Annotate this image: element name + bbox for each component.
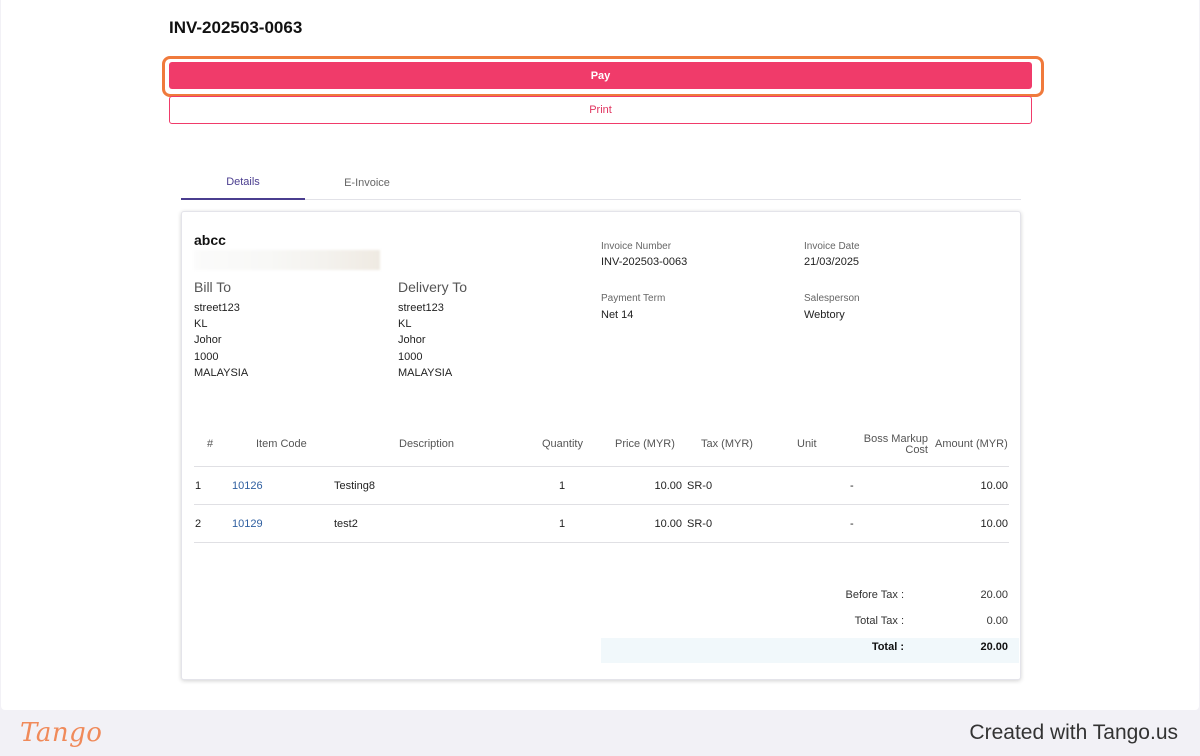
tango-logo: Tango (20, 718, 103, 748)
cell-num: 2 (195, 518, 202, 530)
total-value: 20.00 (980, 641, 1008, 653)
bill-to-line: street123 (194, 302, 240, 314)
salesperson-value: Webtory (804, 309, 845, 321)
salesperson-label: Salesperson (804, 293, 860, 304)
bill-to-line: 1000 (194, 351, 219, 363)
table-divider (194, 466, 1009, 467)
tab-bar: Details E-Invoice (181, 166, 1021, 200)
cell-unit: - (850, 480, 854, 492)
cell-description: test2 (334, 518, 358, 530)
cell-tax: SR-0 (687, 518, 713, 530)
company-name: abcc (194, 232, 226, 248)
before-tax-label: Before Tax : (845, 589, 905, 601)
invoice-card: abcc Bill To street123 KL Johor 1000 MAL… (181, 211, 1021, 680)
col-header-quantity: Quantity (542, 438, 583, 450)
col-header-boss-markup-line2: Cost (905, 444, 928, 456)
cell-price: 10.00 (654, 518, 682, 530)
col-header-boss-markup: Boss Markup Cost (842, 434, 928, 456)
cell-amount: 10.00 (980, 480, 1008, 492)
bill-to-heading: Bill To (194, 279, 232, 295)
click-highlight (162, 56, 1044, 97)
col-header-unit: Unit (797, 438, 817, 450)
invoice-date-label: Invoice Date (804, 241, 860, 252)
col-header-num: # (207, 438, 214, 450)
col-header-item-code: Item Code (256, 438, 307, 450)
table-divider (194, 542, 1009, 543)
cell-description: Testing8 (334, 480, 375, 492)
created-with-text: Created with Tango.us (969, 721, 1178, 744)
cell-price: 10.00 (654, 480, 682, 492)
cell-item-code-link[interactable]: 10126 (232, 480, 263, 492)
delivery-to-line: street123 (398, 302, 444, 314)
delivery-to-heading: Delivery To (398, 279, 467, 295)
table-divider (194, 504, 1009, 505)
col-header-description: Description (399, 438, 455, 450)
page: INV-202503-0063 Pay Print Details E-Invo… (0, 0, 1200, 710)
payment-term-value: Net 14 (601, 309, 634, 321)
redacted-area (194, 250, 380, 270)
cell-num: 1 (195, 480, 202, 492)
col-header-tax: Tax (MYR) (701, 438, 753, 450)
cell-quantity: 1 (559, 518, 566, 530)
page-title: INV-202503-0063 (169, 18, 303, 37)
bill-to-line: KL (194, 318, 208, 330)
bill-to-line: MALAYSIA (194, 367, 249, 379)
before-tax-value: 20.00 (980, 589, 1008, 601)
invoice-number-label: Invoice Number (601, 241, 672, 252)
invoice-number-value: INV-202503-0063 (601, 256, 688, 268)
invoice-view: INV-202503-0063 Pay Print Details E-Invo… (1, 0, 1199, 710)
pay-button[interactable]: Pay (169, 62, 1032, 89)
cell-amount: 10.00 (980, 518, 1008, 530)
cell-tax: SR-0 (687, 480, 713, 492)
col-header-amount: Amount (MYR) (935, 438, 1008, 450)
invoice-date-value: 21/03/2025 (804, 256, 860, 268)
delivery-to-line: MALAYSIA (398, 367, 453, 379)
payment-term-label: Payment Term (601, 293, 666, 304)
delivery-to-line: Johor (398, 334, 426, 346)
bill-to-line: Johor (194, 334, 222, 346)
footer: Tango Created with Tango.us (0, 710, 1200, 756)
delivery-to-line: 1000 (398, 351, 423, 363)
cell-unit: - (850, 518, 854, 530)
col-header-boss-markup-line1: Boss Markup (863, 433, 928, 445)
total-row (601, 638, 1019, 663)
col-header-price: Price (MYR) (615, 438, 675, 450)
tab-e-invoice[interactable]: E-Invoice (344, 177, 390, 189)
tab-details[interactable]: Details (181, 166, 305, 200)
total-tax-label: Total Tax : (854, 615, 904, 627)
total-label: Total : (871, 641, 904, 653)
cell-item-code-link[interactable]: 10129 (232, 518, 263, 530)
delivery-to-line: KL (398, 318, 412, 330)
cell-quantity: 1 (559, 480, 566, 492)
print-button[interactable]: Print (169, 96, 1032, 124)
total-tax-value: 0.00 (986, 615, 1008, 627)
